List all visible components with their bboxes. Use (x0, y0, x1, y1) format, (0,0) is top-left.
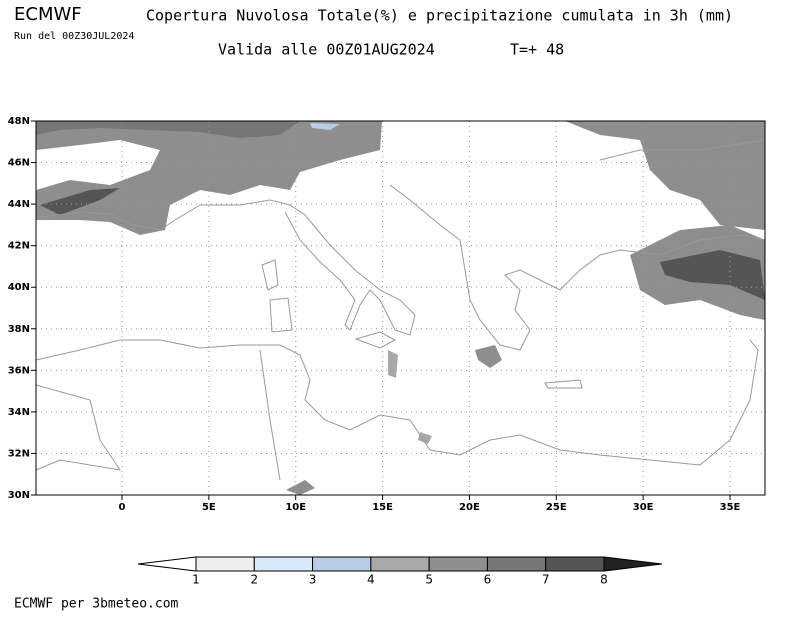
lat-label: 40N (8, 282, 30, 293)
lat-label: 38N (8, 324, 30, 335)
title: Copertura Nuvolosa Totale(%) e precipita… (146, 7, 733, 25)
coastline (389, 184, 766, 351)
colorbar-label: 8 (600, 573, 608, 587)
colorbar: 1 2 3 4 5 6 7 8 (137, 556, 663, 587)
colorbar-label: 3 (309, 573, 317, 587)
brand: ECMWF (14, 4, 82, 25)
coastlines (35, 139, 766, 481)
lat-label: 42N (8, 241, 30, 252)
colorbar-label: 4 (367, 573, 375, 587)
lat-label: 32N (8, 448, 30, 459)
lat-label: 46N (8, 158, 30, 169)
valid-label: Valida alle 00Z01AUG2024 (218, 41, 435, 59)
colorbar-box (486, 556, 547, 572)
step-label: T=+ 48 (510, 41, 564, 59)
lat-label: 44N (8, 199, 30, 210)
lon-label: 15E (372, 502, 393, 513)
lon-label: 35E (720, 502, 741, 513)
colorbar-label: 5 (425, 573, 433, 587)
cloud-area (565, 121, 765, 230)
lon-label: 25E (546, 502, 567, 513)
colorbar-end (137, 556, 197, 572)
colorbar-label: 2 (250, 573, 258, 587)
lon-label: 20E (459, 502, 480, 513)
lat-label: 34N (8, 407, 30, 418)
coastline (35, 199, 416, 336)
cloud-area (388, 350, 398, 378)
colorbar-box (545, 556, 605, 572)
coastline (35, 339, 759, 466)
map-border (35, 120, 766, 496)
colorbar-label: 1 (192, 573, 200, 587)
colorbar-box (312, 556, 372, 572)
map: 48N 46N 44N 42N 40N 38N 36N 34N 32N 30N 0 5E 10E 15E 2… (8, 116, 766, 513)
lon-label: 0 (119, 502, 126, 513)
cloud-area (36, 121, 300, 138)
cloud-area (40, 188, 120, 215)
lon-label: 10E (285, 502, 306, 513)
colorbar-label: 7 (542, 573, 550, 587)
cloud-area (660, 250, 765, 300)
colorbar-box (428, 556, 488, 572)
lat-label: 48N (8, 116, 30, 127)
island (261, 259, 583, 389)
colorbar-box (253, 556, 314, 572)
footer: ECMWF per 3bmeteo.com (14, 597, 179, 612)
cloud-area (286, 480, 315, 495)
lon-label: 30E (633, 502, 654, 513)
cloud-area (475, 345, 502, 368)
colorbar-end (603, 556, 663, 572)
lat-label: 30N (8, 490, 30, 501)
lat-label: 36N (8, 365, 30, 376)
graticule: 48N 46N 44N 42N 40N 38N 36N 34N 32N 30N 0 5E 10E 15E 2… (8, 116, 765, 513)
cloud-area (418, 432, 432, 444)
lon-label: 5E (202, 502, 216, 513)
cloud-area (310, 123, 340, 130)
run-label: Run del 00Z30JUL2024 (14, 31, 134, 42)
colorbar-box (370, 556, 430, 572)
colorbar-label: 6 (484, 573, 492, 587)
border (35, 139, 766, 481)
colorbar-box (195, 556, 255, 572)
